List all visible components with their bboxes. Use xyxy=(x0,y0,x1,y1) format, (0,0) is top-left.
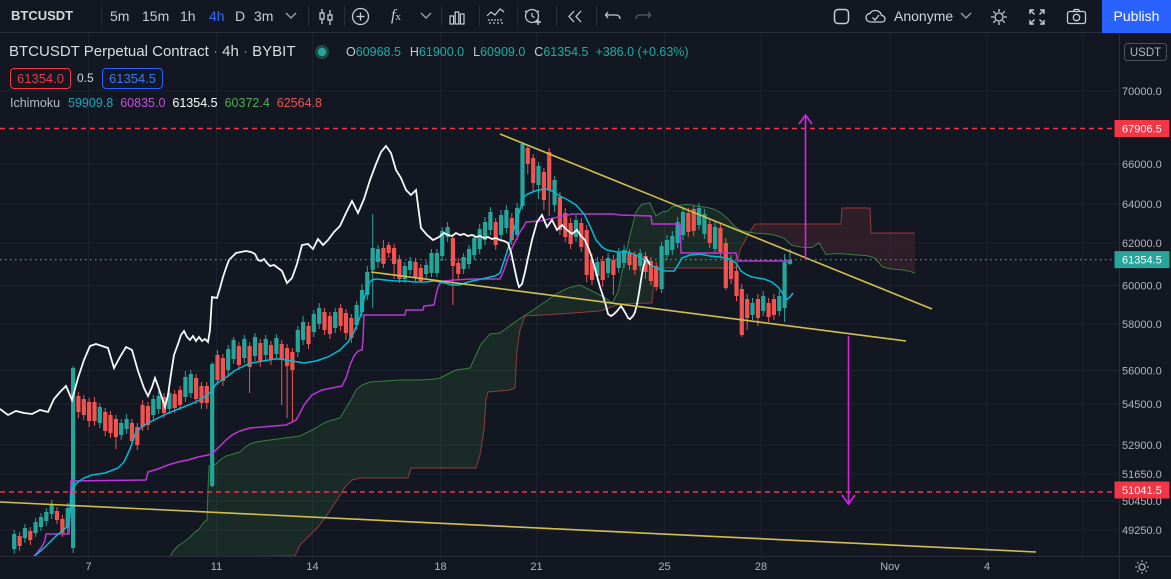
svg-text:Nov: Nov xyxy=(880,561,900,573)
svg-text:50450.0: 50450.0 xyxy=(1122,496,1162,508)
svg-text:7: 7 xyxy=(85,561,91,573)
svg-text:21: 21 xyxy=(530,561,542,573)
svg-text:58000.0: 58000.0 xyxy=(1122,319,1162,331)
svg-text:25: 25 xyxy=(658,561,670,573)
svg-text:54500.0: 54500.0 xyxy=(1122,399,1162,411)
svg-text:49250.0: 49250.0 xyxy=(1122,525,1162,537)
svg-text:52900.0: 52900.0 xyxy=(1122,440,1162,452)
svg-text:60000.0: 60000.0 xyxy=(1122,281,1162,293)
svg-text:51650.0: 51650.0 xyxy=(1122,469,1162,481)
svg-text:61354.5: 61354.5 xyxy=(1122,255,1162,267)
svg-text:4: 4 xyxy=(984,561,990,573)
svg-text:USDT: USDT xyxy=(1130,47,1161,59)
svg-text:51041.5: 51041.5 xyxy=(1122,485,1162,497)
svg-text:67906.5: 67906.5 xyxy=(1122,124,1162,136)
svg-text:66000.0: 66000.0 xyxy=(1122,159,1162,171)
svg-text:14: 14 xyxy=(306,561,318,573)
svg-text:18: 18 xyxy=(434,561,446,573)
svg-text:56000.0: 56000.0 xyxy=(1122,366,1162,378)
svg-text:28: 28 xyxy=(755,561,767,573)
svg-text:62000.0: 62000.0 xyxy=(1122,238,1162,250)
svg-text:64000.0: 64000.0 xyxy=(1122,199,1162,211)
svg-text:11: 11 xyxy=(211,561,222,573)
svg-text:70000.0: 70000.0 xyxy=(1122,86,1162,98)
